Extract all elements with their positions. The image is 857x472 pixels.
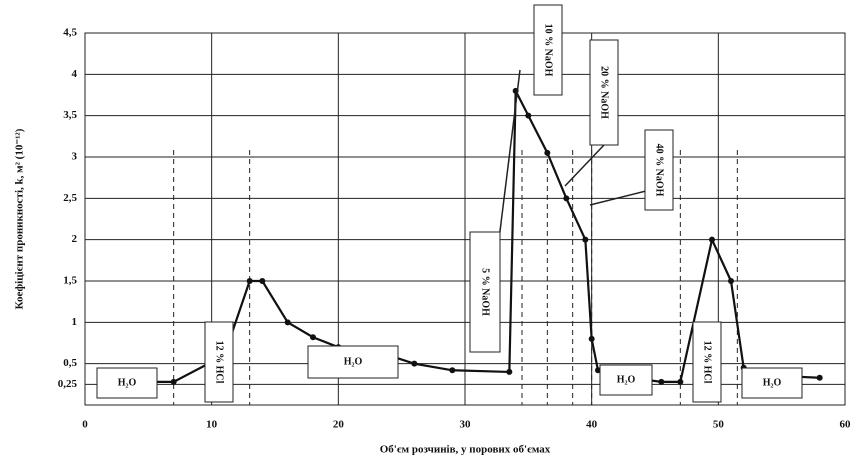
y-tick-label: 4 (72, 68, 78, 80)
y-tick-label: 2 (72, 233, 78, 245)
y-tick-label: 3 (72, 151, 78, 163)
annotation-box (692, 321, 722, 403)
x-tick-label: 20 (333, 419, 345, 431)
point (658, 378, 665, 385)
annotation-label: 40 % NaOH (654, 144, 665, 197)
y-tick-label: 1,5 (63, 275, 77, 287)
annotation-box (589, 39, 619, 146)
x-tick-label: 40 (586, 419, 598, 431)
point (449, 367, 456, 374)
point (259, 278, 266, 284)
annotation-label: 10 % NaOH (543, 24, 554, 77)
annotation-box (204, 321, 234, 403)
y-tick-label: 4,5 (63, 27, 77, 39)
arrow (589, 189, 651, 206)
point (310, 334, 316, 341)
point (170, 378, 177, 385)
point (284, 319, 291, 326)
annotation-box (307, 345, 399, 379)
annotation-box (469, 231, 501, 353)
point (709, 236, 715, 243)
y-tick-label: 0,25 (58, 378, 78, 390)
x-tick-label: 0 (82, 419, 88, 431)
point (816, 374, 823, 381)
point (544, 149, 551, 156)
x-axis-title: Об'єм розчинів, у порових об'ємах (380, 444, 551, 456)
annotation-box (599, 364, 653, 396)
x-tick-label: 30 (460, 419, 472, 431)
annotation-label: 12 % HCl (214, 341, 225, 384)
point (582, 236, 589, 243)
point (677, 378, 684, 385)
x-tick-label: 50 (713, 419, 725, 431)
annotation-box (644, 129, 674, 211)
point (728, 278, 734, 284)
annotation-box (96, 367, 158, 399)
line (104, 90, 820, 383)
x-tick-label: 60 (840, 419, 852, 431)
annotation-label: H₂O (344, 356, 363, 367)
point (588, 335, 595, 342)
point (411, 360, 418, 367)
annotation-label: 12 % HCl (702, 341, 713, 384)
annotation-box (533, 4, 563, 96)
annotation-box (741, 367, 803, 399)
point (246, 278, 253, 284)
annotation-label: H₂O (118, 377, 137, 388)
point (525, 112, 532, 119)
y-axis-title: Коефіцієнт проникності, k, м² (10⁻¹²) (14, 128, 26, 309)
arrow (564, 144, 605, 187)
annotation-label: H₂O (763, 377, 782, 388)
annotation-label: 20 % NaOH (599, 66, 610, 119)
y-tick-label: 0,5 (63, 357, 77, 369)
point (563, 195, 570, 202)
y-tick-label: 1 (72, 316, 78, 328)
point (506, 368, 513, 375)
y-tick-label: 2,5 (63, 192, 77, 204)
y-tick-label: 3,5 (63, 109, 77, 121)
x-tick-label: 10 (206, 419, 218, 431)
annotation-label: H₂O (617, 374, 636, 385)
annotation-label: 5 % NaOH (480, 268, 491, 316)
